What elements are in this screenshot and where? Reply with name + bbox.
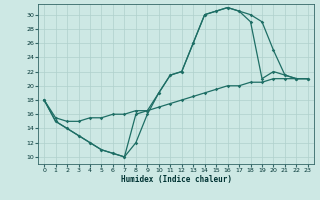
X-axis label: Humidex (Indice chaleur): Humidex (Indice chaleur) bbox=[121, 175, 231, 184]
